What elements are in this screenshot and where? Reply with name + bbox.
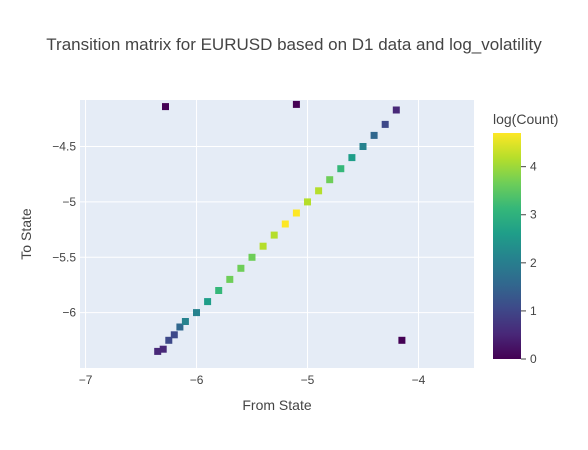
heatmap-cell <box>237 264 245 272</box>
x-axis-ticks: −7 −6 −5 −4 <box>79 373 426 387</box>
y-tick-label: −6 <box>62 306 76 320</box>
x-tick-label: −4 <box>412 373 426 387</box>
heatmap-cell <box>392 106 400 114</box>
heatmap-cell <box>359 143 367 150</box>
heatmap-cell <box>326 176 334 184</box>
heatmap-cell <box>292 100 300 108</box>
heatmap-cell <box>162 103 169 111</box>
y-axis-title: To State <box>18 208 34 260</box>
x-tick-label: −6 <box>190 373 204 387</box>
heatmap-cell <box>398 336 406 344</box>
heatmap-cell <box>270 231 278 239</box>
heatmap-cell <box>337 165 345 173</box>
heatmap-cell <box>381 120 389 128</box>
x-tick-label: −5 <box>301 373 315 387</box>
heatmap-cell <box>248 253 256 261</box>
heatmap-cell <box>259 242 267 250</box>
colorbar: log(Count) 0 1 2 3 4 <box>493 111 558 366</box>
y-tick-label: −5.5 <box>52 250 76 264</box>
colorbar-tick-label: 0 <box>530 352 537 366</box>
heatmap-cell <box>204 298 212 306</box>
colorbar-title: log(Count) <box>493 111 558 127</box>
heatmap-cell <box>370 131 378 139</box>
colorbar-tick-label: 3 <box>530 208 537 222</box>
colorbar-ticks: 0 1 2 3 4 <box>521 160 537 366</box>
colorbar-tick-label: 4 <box>530 160 537 174</box>
colorbar-tick-label: 2 <box>530 256 537 270</box>
heatmap-cell <box>165 336 173 344</box>
heatmap-cell <box>176 323 184 331</box>
chart-title: Transition matrix for EURUSD based on D1… <box>46 35 542 54</box>
heatmap-cells <box>154 100 406 355</box>
heatmap-cell <box>154 347 162 355</box>
x-axis-title: From State <box>242 397 311 413</box>
heatmap-cell <box>170 331 178 339</box>
y-tick-label: −4.5 <box>52 140 76 154</box>
heatmap-cell <box>281 220 289 228</box>
heatmap-cell <box>193 309 200 317</box>
heatmap-cell <box>215 287 223 294</box>
heatmap-cell <box>315 187 323 195</box>
grid-lines <box>80 100 474 368</box>
heatmap-cell <box>304 198 311 206</box>
y-tick-label: −5 <box>62 195 76 209</box>
heatmap-cell <box>181 318 189 325</box>
colorbar-gradient <box>493 133 521 359</box>
y-axis-ticks: −6 −5.5 −5 −4.5 <box>52 140 76 320</box>
colorbar-tick-label: 1 <box>530 304 537 318</box>
heatmap-cell <box>292 209 300 217</box>
heatmap-cell <box>226 275 234 283</box>
plot-area <box>80 100 474 368</box>
heatmap-cell <box>159 345 167 353</box>
heatmap-cell <box>348 154 356 162</box>
x-tick-label: −7 <box>79 373 93 387</box>
